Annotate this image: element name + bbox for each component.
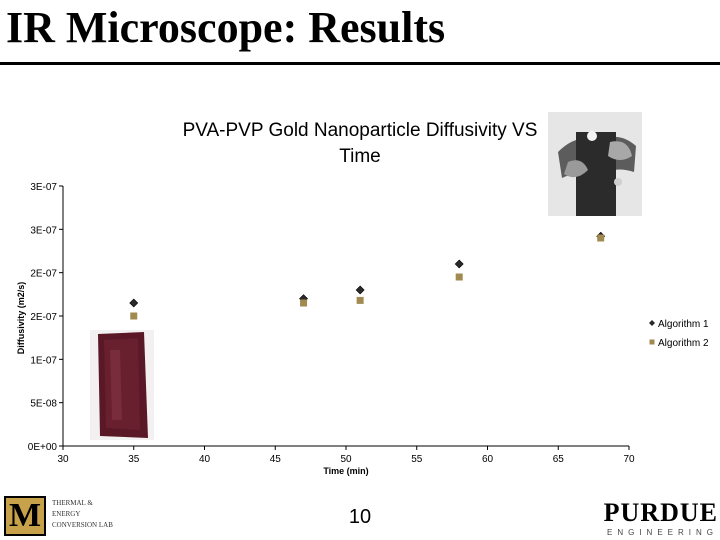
y-tick-label-1: 5E-08 bbox=[30, 399, 57, 410]
lab-logo-line-3: CONVERSION LAB bbox=[52, 521, 113, 529]
legend-marker-2 bbox=[649, 339, 655, 345]
series-2-point-0 bbox=[130, 312, 138, 320]
y-axis-label: Diffusivity (m2/s) bbox=[16, 282, 26, 355]
slide-title: IR Microscope: Results bbox=[6, 3, 446, 52]
x-axis-label: Time (min) bbox=[323, 466, 368, 476]
sample-strip-photo bbox=[90, 330, 154, 440]
x-tick-label-3: 45 bbox=[270, 454, 282, 465]
lab-logo-line-2: ENERGY bbox=[52, 510, 81, 518]
y-tick-label-5: 3E-07 bbox=[30, 225, 57, 236]
y-tick-label-0: 0E+00 bbox=[28, 442, 58, 453]
series-2-point-2 bbox=[356, 296, 364, 304]
y-tick-label-4: 2E-07 bbox=[30, 269, 57, 280]
lab-logo-line-1: THERMAL & bbox=[52, 499, 93, 507]
chart-title: PVA-PVP Gold Nanoparticle Diffusivity VS… bbox=[182, 120, 538, 167]
series-2-point-3 bbox=[455, 273, 463, 281]
page-number: 10 bbox=[348, 506, 372, 528]
series-1-point-0 bbox=[129, 298, 139, 308]
engineering-wordmark: ENGINEERING bbox=[606, 528, 718, 537]
x-tick-label-7: 65 bbox=[553, 454, 565, 465]
purdue-engineering-logo: PURDUE ENGINEERING bbox=[590, 500, 718, 540]
x-tick-label-5: 55 bbox=[411, 454, 423, 465]
legend-label-2: Algorithm 2 bbox=[658, 338, 709, 349]
purdue-wordmark: PURDUE bbox=[603, 498, 718, 527]
lab-logo-mark: M bbox=[4, 496, 46, 536]
x-tick-label-2: 40 bbox=[199, 454, 211, 465]
lab-logo-text: THERMAL & ENERGY CONVERSION LAB bbox=[52, 498, 113, 531]
x-tick-label-8: 70 bbox=[623, 454, 635, 465]
y-tick-label-2: 1E-07 bbox=[30, 355, 57, 366]
series-1-point-3 bbox=[454, 259, 464, 269]
x-tick-label-4: 50 bbox=[340, 454, 352, 465]
x-tick-label-6: 60 bbox=[482, 454, 494, 465]
device-photo bbox=[548, 112, 642, 216]
legend-marker-1 bbox=[649, 320, 655, 326]
legend-label-1: Algorithm 1 bbox=[658, 319, 709, 330]
series-2-point-4 bbox=[597, 234, 605, 242]
title-divider bbox=[0, 62, 720, 65]
series-2-point-1 bbox=[300, 299, 308, 307]
series-1-point-2 bbox=[355, 285, 365, 295]
y-tick-label-3: 2E-07 bbox=[30, 312, 57, 323]
x-tick-label-0: 30 bbox=[57, 454, 69, 465]
x-tick-label-1: 35 bbox=[128, 454, 140, 465]
thermal-lab-logo: M THERMAL & ENERGY CONVERSION LAB bbox=[4, 496, 164, 536]
y-tick-label-6: 3E-07 bbox=[30, 182, 57, 193]
